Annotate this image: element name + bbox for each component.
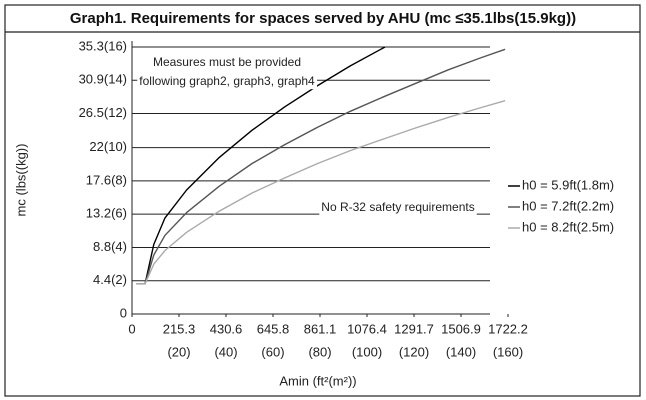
x-tick-sublabel: (140) [446, 344, 476, 359]
y-tick-label: 35.3(16) [79, 38, 127, 53]
x-tick-sublabel: (160) [493, 344, 523, 359]
y-tick-label: 30.9(14) [79, 72, 127, 87]
x-tick-label: 1076.4 [347, 321, 387, 336]
x-tick-sublabel: (100) [352, 344, 382, 359]
x-tick-label: 1722.2 [488, 321, 528, 336]
x-tick-sublabel: (20) [167, 344, 190, 359]
legend-label: h0 = 5.9ft(1.8m) [522, 177, 614, 192]
y-tick-label: 17.6(8) [86, 172, 127, 187]
x-tick-sublabel: (40) [214, 344, 237, 359]
series-line [136, 100, 506, 285]
annotation: following graph2, graph3, graph4 [139, 74, 315, 88]
x-tick-label: 430.6 [210, 321, 243, 336]
annotation-bg [319, 199, 477, 216]
x-tick-label: 215.3 [163, 321, 196, 336]
legend-label: h0 = 8.2ft(2.5m) [522, 219, 614, 234]
x-tick-sublabel: (60) [261, 344, 284, 359]
x-tick-label: 645.8 [257, 321, 290, 336]
x-tick-label: 0 [128, 321, 135, 336]
annotation-bg [137, 73, 318, 90]
y-axis-label: mc (lbs((kg)) [13, 144, 28, 217]
y-tick-label: 13.2(6) [86, 206, 127, 221]
legend-label: h0 = 7.2ft(2.2m) [522, 198, 614, 213]
y-tick-label: 4.4(2) [93, 272, 127, 287]
annotation: Measures must be provided [153, 55, 301, 69]
chart-title: Graph1. Requirements for spaces served b… [70, 10, 576, 27]
y-tick-label: 0 [120, 305, 127, 320]
y-tick-label: 22(10) [89, 139, 127, 154]
y-tick-label: 8.8(4) [93, 239, 127, 254]
annotation-bg [150, 54, 304, 71]
series-line [136, 48, 506, 285]
x-tick-label: 861.1 [304, 321, 337, 336]
y-tick-label: 26.5(12) [79, 105, 127, 120]
x-axis-label: Amin (ft²(m²)) [279, 373, 356, 388]
x-tick-label: 1506.9 [441, 321, 481, 336]
annotation: No R-32 safety requirements [321, 200, 474, 214]
series-line [136, 46, 386, 285]
x-tick-label: 1291.7 [394, 321, 434, 336]
x-tick-sublabel: (80) [308, 344, 331, 359]
x-tick-sublabel: (120) [399, 344, 429, 359]
